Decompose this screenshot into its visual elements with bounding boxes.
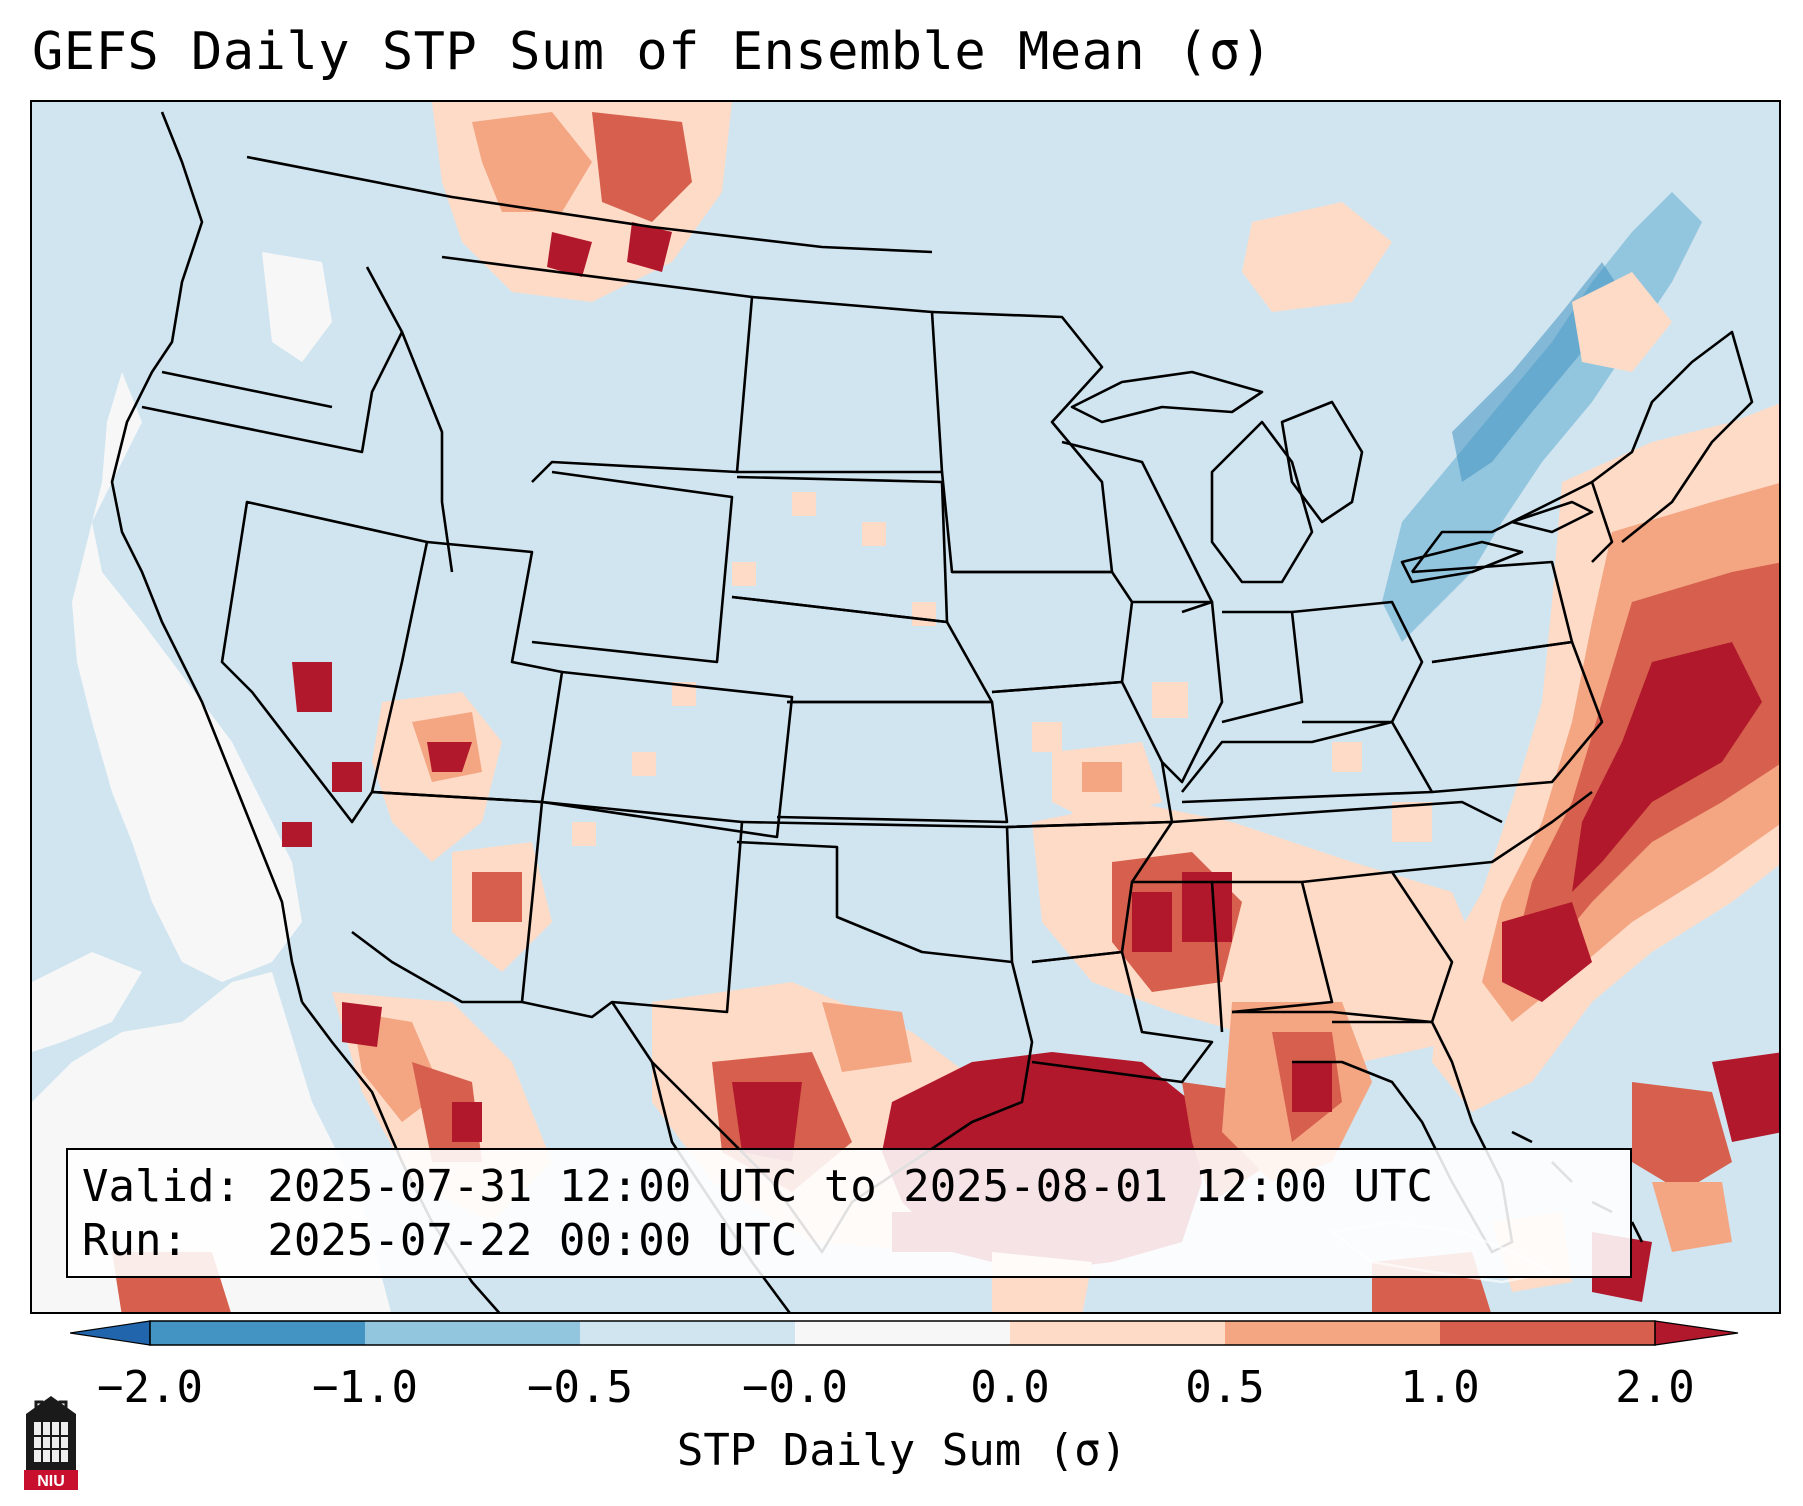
colorbar-bin-5 [1010,1321,1225,1345]
colorbar-tick-label: −0.0 [742,1362,848,1413]
colorbar-extend-min [70,1320,151,1346]
plains-scattered-field [572,492,1432,846]
run-time-line: Run: 2025-07-22 00:00 UTC [82,1215,798,1266]
colorbar-outline [149,1320,1656,1346]
colorbar-bin-7 [1440,1321,1655,1345]
colorbar-bin-6 [1225,1321,1440,1345]
colorbar-bin-4 [795,1321,1010,1345]
colorbar-tick-label: 0.0 [970,1362,1050,1413]
map-panel [30,100,1781,1314]
map-title: GEFS Daily STP Sum of Ensemble Mean (σ) [32,22,1273,82]
colorbar [70,1320,1739,1346]
northern-positive-field [432,102,1672,372]
colorbar-bin-3 [580,1321,795,1345]
logo-text: NIU [37,1473,65,1490]
colorbar-tick-label: 0.5 [1185,1362,1265,1413]
valid-time-line: Valid: 2025-07-31 12:00 UTC to 2025-08-0… [82,1161,1434,1212]
map-canvas [32,102,1779,1312]
colorbar-tick-label: −0.5 [527,1362,633,1413]
colorbar-tick-label: 1.0 [1400,1362,1480,1413]
colorbar-tick-label: −1.0 [312,1362,418,1413]
colorbar-extend-max [1654,1320,1739,1346]
colorbar-tick-label: 2.0 [1615,1362,1695,1413]
colorbar-tick-label: −2.0 [97,1362,203,1413]
southwest-positive-field [282,662,552,972]
colorbar-bin-1 [150,1321,365,1345]
colorbar-label: STP Daily Sum (σ) [676,1425,1128,1476]
valid-run-info-box: Valid: 2025-07-31 12:00 UTC to 2025-08-0… [66,1148,1632,1278]
colorbar-bin-2 [365,1321,580,1345]
university-building-icon [26,1396,76,1470]
niu-logo: NIU [24,1396,78,1490]
